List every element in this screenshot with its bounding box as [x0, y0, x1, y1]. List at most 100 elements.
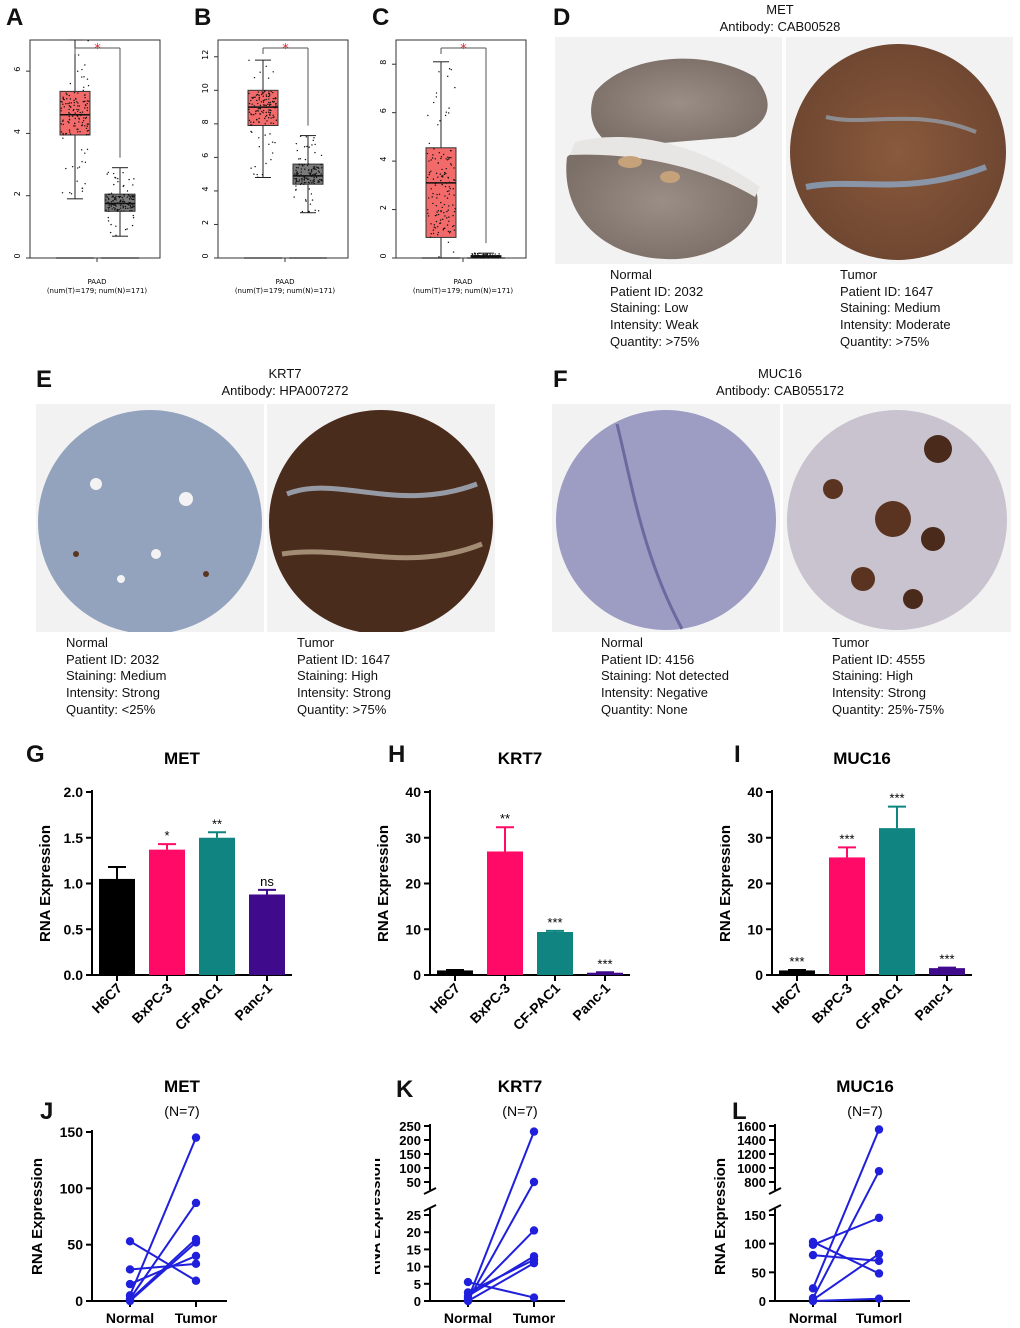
data-point — [298, 163, 301, 166]
data-point — [318, 181, 321, 183]
data-point — [69, 191, 71, 194]
ihc-e-tumor-image — [267, 404, 495, 634]
data-point — [304, 199, 307, 201]
data-point — [274, 141, 276, 144]
data-point — [74, 117, 76, 120]
data-point — [483, 257, 485, 259]
data-point — [81, 160, 83, 163]
data-point — [83, 100, 85, 103]
data-point — [84, 107, 86, 109]
data-point — [62, 123, 64, 126]
data-point — [269, 114, 271, 116]
lineplot-l: MUC16 (N=7) RNA Expression 0 50 100 150 8001000… — [712, 1077, 910, 1326]
data-point — [262, 112, 264, 114]
x-label: PAAD — [88, 278, 107, 286]
data-point — [430, 233, 432, 235]
data-point — [68, 94, 70, 97]
bar-cf-pac1 — [199, 837, 235, 975]
x-sublabel: (num(T)=179; num(N)=171) — [413, 287, 514, 295]
y-tick-label: 40 — [747, 784, 763, 800]
data-point — [315, 176, 318, 179]
data-point — [307, 163, 310, 165]
data-point — [117, 195, 120, 198]
y-tick-label: 2 — [201, 220, 210, 225]
x-tick-label: CF-PAC1 — [852, 980, 906, 1034]
data-point — [108, 198, 110, 201]
signif-label: * — [164, 828, 169, 843]
signif-label: ns — [260, 874, 274, 889]
data-point — [437, 213, 440, 216]
y-tick-label: 30 — [405, 830, 421, 846]
data-point — [133, 195, 135, 197]
data-point — [119, 195, 121, 198]
point-normal — [808, 1240, 818, 1250]
ihc-f-antibody: Antibody: CAB055172 — [716, 382, 844, 398]
y-tick-label: 0 — [13, 253, 22, 258]
data-point — [440, 175, 443, 177]
data-point — [293, 196, 295, 198]
data-point — [295, 189, 297, 191]
ihc-e-tumor-info: Tumor Patient ID: 1647 Staining: High In… — [297, 635, 391, 719]
data-point — [77, 131, 79, 133]
data-point — [68, 119, 71, 121]
data-point — [108, 206, 111, 209]
data-point — [129, 204, 131, 207]
info-line: Intensity: Strong — [66, 685, 160, 701]
data-point — [452, 204, 454, 206]
data-point — [313, 173, 315, 175]
data-point — [115, 205, 117, 207]
data-point — [307, 178, 309, 181]
data-point — [438, 151, 441, 154]
data-point — [431, 157, 434, 159]
y-tick-label: 1000 — [737, 1161, 766, 1176]
panel-label-j: J — [40, 1098, 54, 1125]
data-point — [308, 210, 310, 213]
data-point — [120, 210, 122, 212]
pair-line — [467, 1255, 535, 1297]
ihc-d-gene: MET — [766, 2, 794, 17]
data-point — [440, 179, 442, 182]
bar-bxpc-3 — [487, 851, 523, 975]
ihc-f-normal-image — [552, 404, 780, 632]
point-tumor — [529, 1177, 539, 1187]
y-axis-label: RNA Expression — [37, 825, 54, 942]
pair-line — [812, 1216, 880, 1246]
x-tick-label: Normal — [444, 1310, 492, 1326]
data-point — [60, 110, 62, 112]
info-line: Patient ID: 2032 — [66, 651, 160, 667]
data-point — [318, 178, 321, 181]
y-tick-label: 25 — [407, 1208, 421, 1223]
lineplot-j: MET (N=7) RNA Expression 0 50 100 150 Normal Tum… — [29, 1077, 227, 1326]
y-tick-label: 6 — [379, 108, 388, 113]
data-point — [106, 196, 109, 198]
data-point — [295, 185, 297, 187]
data-point — [317, 167, 320, 170]
data-point — [445, 158, 447, 160]
data-point — [442, 175, 444, 177]
data-point — [428, 142, 431, 145]
data-point — [441, 183, 443, 186]
data-point — [451, 225, 454, 228]
data-point — [69, 82, 72, 85]
info-line: Quantity: >75% — [297, 701, 387, 717]
data-point — [128, 195, 130, 197]
data-point — [129, 196, 132, 198]
y-tick-label: 1400 — [737, 1133, 766, 1148]
pair-line — [129, 1238, 197, 1301]
data-point — [113, 198, 116, 201]
data-point — [86, 109, 88, 112]
data-point — [433, 224, 436, 226]
data-point — [426, 152, 429, 155]
data-point — [439, 120, 441, 122]
y-tick-label: 0 — [75, 1293, 83, 1309]
data-point — [68, 102, 71, 104]
data-point — [105, 199, 107, 201]
data-point — [275, 102, 277, 105]
ihc-f-tumor-info: Tumor Patient ID: 4555 Staining: High In… — [832, 635, 944, 719]
y-tick-label: 0.0 — [64, 967, 84, 983]
data-point — [256, 173, 258, 176]
data-point — [442, 153, 445, 156]
data-point — [112, 200, 115, 202]
data-point — [107, 206, 109, 209]
y-tick-label: 30 — [747, 830, 763, 846]
